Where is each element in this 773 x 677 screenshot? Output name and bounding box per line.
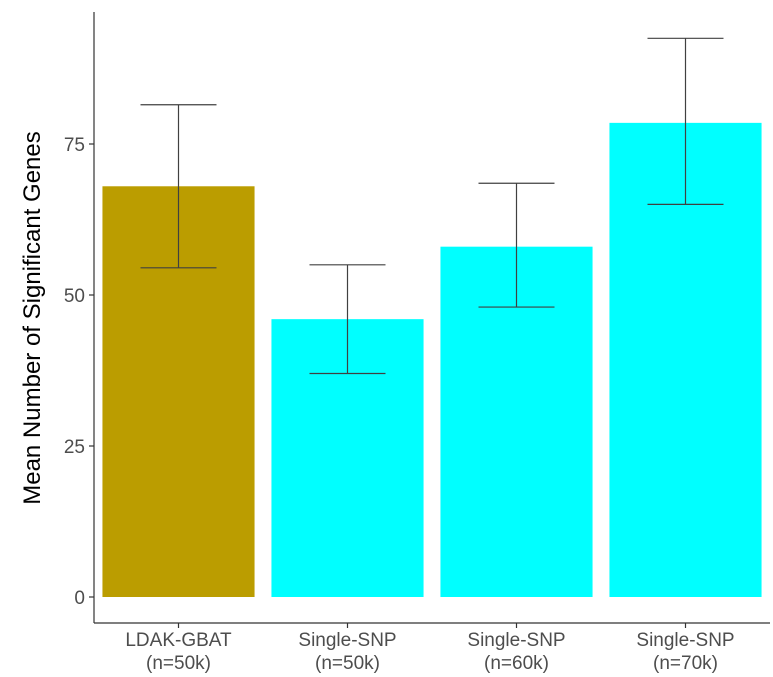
x-tick-label-line1: Single-SNP	[467, 630, 565, 651]
x-tick-label-line1: Single-SNP	[298, 630, 396, 651]
y-tick-label: 50	[64, 286, 85, 307]
x-axis-ticks: LDAK-GBAT(n=50k)Single-SNP(n=50k)Single-…	[125, 623, 735, 674]
bars-group	[102, 122, 762, 598]
x-tick-label-line2: (n=50k)	[315, 653, 380, 674]
y-tick-label: 75	[64, 135, 85, 156]
x-tick-label-line2: (n=70k)	[653, 653, 718, 674]
error-bar-2	[309, 264, 386, 375]
error-bar-3	[478, 182, 555, 308]
x-tick-label-line1: Single-SNP	[636, 630, 734, 651]
y-axis-ticks: 0 25 50 75	[64, 135, 94, 609]
x-tick-label-line2: (n=50k)	[146, 653, 211, 674]
x-tick-label-line1: LDAK-GBAT	[125, 630, 232, 651]
y-tick-label: 25	[64, 437, 85, 458]
error-bars-group	[140, 37, 724, 375]
x-tick-label-line2: (n=60k)	[484, 653, 549, 674]
y-axis-title: Mean Number of Significant Genes	[19, 131, 46, 505]
error-bar-4	[647, 37, 724, 205]
y-tick-label: 0	[74, 588, 85, 609]
error-bar-1	[140, 104, 217, 269]
